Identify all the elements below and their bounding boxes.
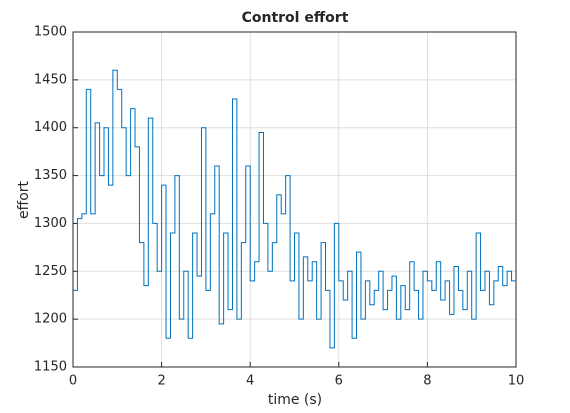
- plot-frame: [72, 31, 517, 368]
- y-tick-label: 1200: [34, 312, 67, 327]
- x-tick-label: 2: [157, 374, 165, 389]
- y-tick-label: 1250: [34, 264, 67, 279]
- x-tick-label: 4: [246, 374, 254, 389]
- x-tick-label: 8: [423, 374, 431, 389]
- x-tick-label: 10: [508, 374, 525, 389]
- x-tick-label: 6: [335, 374, 343, 389]
- chart-title: Control effort: [242, 10, 349, 26]
- y-tick-label: 1500: [34, 25, 67, 40]
- y-tick-label: 1450: [34, 72, 67, 87]
- y-tick-label: 1300: [34, 216, 67, 231]
- y-tick-label: 1400: [34, 120, 67, 135]
- x-axis-label: time (s): [268, 392, 322, 408]
- x-tick-label: 0: [69, 374, 77, 389]
- y-tick-label: 1150: [34, 360, 67, 375]
- data-line: [73, 69, 516, 349]
- y-tick-label: 1350: [34, 168, 67, 183]
- y-axis-label: effort: [16, 180, 32, 219]
